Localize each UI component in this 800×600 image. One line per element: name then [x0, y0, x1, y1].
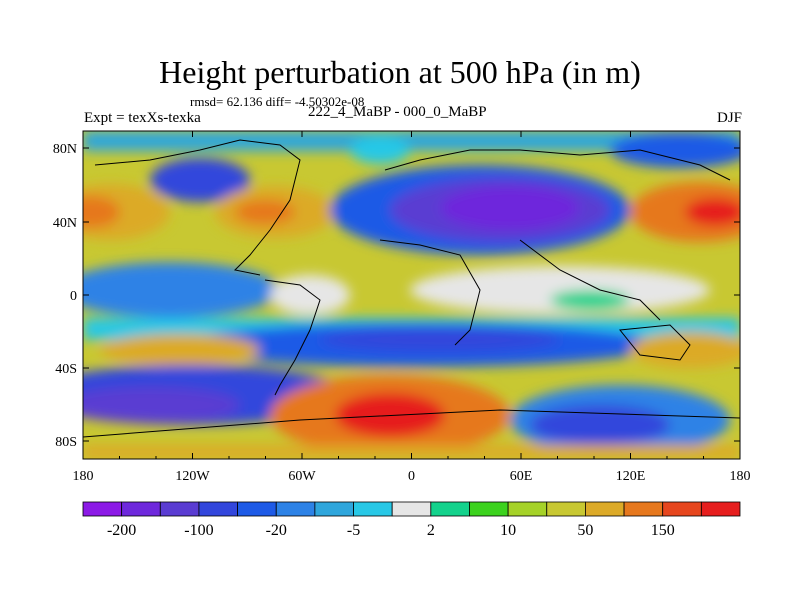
- colorbar-swatch: [314, 501, 354, 517]
- colorbar-swatch: [585, 501, 625, 517]
- season-label: DJF: [716, 110, 742, 126]
- plot-title: Height perturbation at 500 hPa (in m): [159, 54, 641, 90]
- x-tick-label: 120E: [616, 469, 646, 484]
- colorbar: -200 -100 -20 -5 2 10 50 150: [82, 501, 741, 539]
- x-tick-label: 180: [73, 469, 94, 484]
- colorbar-label: 2: [427, 522, 435, 539]
- contour-field: [83, 131, 740, 459]
- colorbar-swatch: [237, 501, 277, 517]
- x-axis: 180 120W 60W 0 60E 120E 180: [73, 131, 751, 484]
- x-tick-label: 60E: [510, 469, 533, 484]
- colorbar-swatch: [546, 501, 586, 517]
- colorbar-label: -5: [347, 522, 360, 539]
- colorbar-swatch: [198, 501, 238, 517]
- colorbar-label: 10: [500, 522, 516, 539]
- colorbar-swatch: [121, 501, 161, 517]
- experiment-label: Expt = texXs-texka: [84, 110, 201, 126]
- y-tick-label: 40N: [53, 216, 77, 231]
- colorbar-label: 150: [651, 522, 675, 539]
- colorbar-label: -20: [266, 522, 287, 539]
- colorbar-swatch: [159, 501, 200, 517]
- y-axis: 80N 40N 0 40S 80S: [53, 142, 740, 450]
- stats-label: rmsd= 62.136 diff= -4.50302e-08: [190, 94, 365, 109]
- colorbar-swatch: [353, 501, 393, 517]
- colorbar-swatch: [430, 501, 470, 517]
- x-tick-label: 60W: [288, 469, 316, 484]
- y-tick-label: 80S: [55, 435, 77, 450]
- y-tick-label: 0: [70, 289, 77, 304]
- colorbar-label: -100: [184, 522, 213, 539]
- colorbar-swatch: [623, 501, 664, 517]
- colorbar-swatch: [391, 501, 432, 517]
- x-tick-label: 120W: [175, 469, 210, 484]
- y-tick-label: 80N: [53, 142, 77, 157]
- y-tick-label: 40S: [55, 362, 77, 377]
- colorbar-swatch: [275, 501, 316, 517]
- x-tick-label: 0: [408, 469, 415, 484]
- colorbar-swatch: [507, 501, 548, 517]
- colorbar-swatch: [469, 501, 509, 517]
- x-tick-label: 180: [730, 469, 751, 484]
- colorbar-label: -200: [107, 522, 136, 539]
- colorbar-label: 50: [577, 522, 593, 539]
- difference-label: 222_4_MaBP - 000_0_MaBP: [308, 104, 487, 120]
- colorbar-swatch: [82, 501, 123, 517]
- coastline-outlines: [83, 139, 740, 438]
- colorbar-swatch: [662, 501, 702, 517]
- colorbar-swatch: [700, 501, 741, 517]
